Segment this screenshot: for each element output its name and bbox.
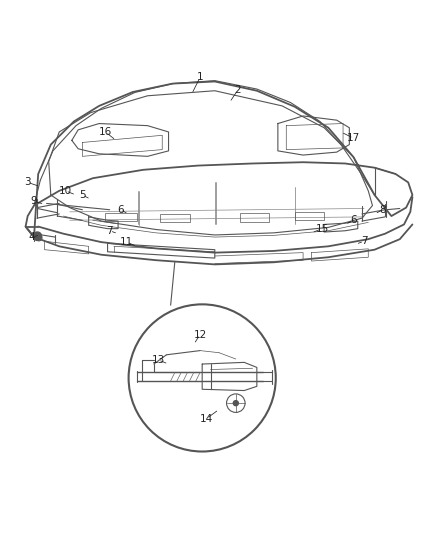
- Text: 14: 14: [200, 414, 213, 424]
- Text: 9: 9: [31, 196, 37, 206]
- Text: 16: 16: [99, 127, 112, 137]
- Text: 6: 6: [117, 205, 124, 215]
- Text: 7: 7: [106, 226, 113, 236]
- Text: 4: 4: [28, 232, 35, 242]
- Text: 15: 15: [315, 224, 328, 233]
- Text: 13: 13: [152, 355, 165, 365]
- Circle shape: [233, 401, 238, 406]
- Text: 12: 12: [194, 329, 207, 340]
- Text: 17: 17: [347, 133, 360, 143]
- Text: 8: 8: [380, 205, 386, 215]
- Text: 7: 7: [361, 236, 367, 246]
- Text: 2: 2: [235, 85, 241, 95]
- Text: 5: 5: [79, 190, 86, 200]
- Circle shape: [129, 304, 276, 451]
- Text: 11: 11: [120, 237, 133, 247]
- Text: 3: 3: [25, 177, 31, 188]
- Text: 10: 10: [59, 186, 72, 196]
- Text: 6: 6: [350, 215, 357, 225]
- Text: 1: 1: [197, 72, 203, 82]
- Circle shape: [33, 232, 42, 240]
